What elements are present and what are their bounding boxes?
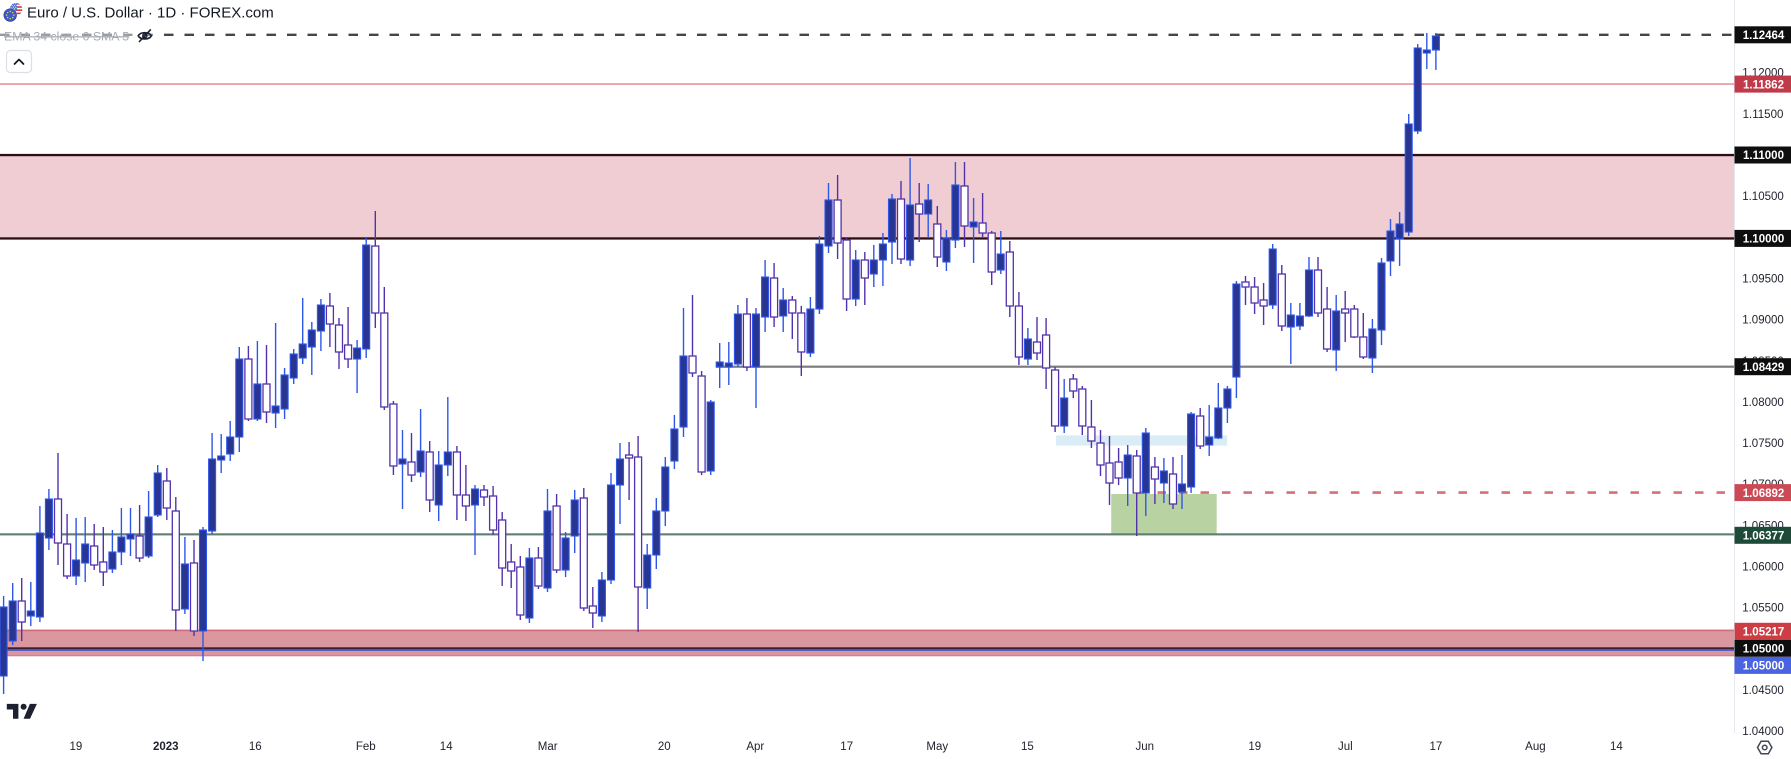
svg-text:1.09000: 1.09000 [1742, 315, 1784, 327]
svg-text:1.09500: 1.09500 [1742, 274, 1784, 286]
svg-text:16: 16 [249, 741, 262, 753]
svg-text:Jun: Jun [1136, 741, 1155, 753]
svg-text:14: 14 [1610, 741, 1623, 753]
svg-text:EMA 34 close 0 SMA 5: EMA 34 close 0 SMA 5 [4, 30, 129, 44]
svg-text:1.04500: 1.04500 [1742, 685, 1784, 697]
svg-text:1.05000: 1.05000 [1743, 644, 1785, 656]
svg-text:1.11500: 1.11500 [1743, 109, 1784, 121]
svg-text:1.06377: 1.06377 [1743, 531, 1785, 543]
svg-text:1.04000: 1.04000 [1742, 726, 1784, 738]
svg-text:19: 19 [1248, 741, 1261, 753]
svg-text:Jul: Jul [1338, 741, 1353, 753]
svg-text:17: 17 [1430, 741, 1443, 753]
svg-text:1.11000: 1.11000 [1743, 150, 1784, 162]
svg-text:1.06892: 1.06892 [1743, 488, 1785, 500]
svg-text:1.11862: 1.11862 [1743, 79, 1784, 91]
svg-text:1.08429: 1.08429 [1743, 362, 1785, 374]
svg-text:14: 14 [440, 741, 453, 753]
svg-text:1.05217: 1.05217 [1743, 627, 1785, 639]
svg-text:20: 20 [658, 741, 671, 753]
svg-text:1.08000: 1.08000 [1742, 397, 1784, 409]
svg-text:1.10000: 1.10000 [1743, 234, 1785, 246]
svg-text:15: 15 [1021, 741, 1034, 753]
svg-text:Euro / U.S. Dollar · 1D · FORE: Euro / U.S. Dollar · 1D · FOREX.com [27, 5, 274, 22]
svg-text:May: May [926, 741, 948, 753]
svg-text:Apr: Apr [746, 741, 764, 753]
svg-text:1.10500: 1.10500 [1742, 191, 1784, 203]
svg-text:19: 19 [70, 741, 83, 753]
svg-text:1.12464: 1.12464 [1743, 30, 1785, 42]
svg-text:1.06000: 1.06000 [1742, 562, 1784, 574]
svg-text:2023: 2023 [153, 741, 179, 753]
svg-text:1.07500: 1.07500 [1742, 438, 1784, 450]
svg-text:1.05000: 1.05000 [1743, 661, 1785, 673]
svg-text:Feb: Feb [356, 741, 376, 753]
svg-text:Aug: Aug [1525, 741, 1545, 753]
svg-text:Mar: Mar [538, 741, 558, 753]
svg-text:17: 17 [840, 741, 853, 753]
svg-text:1.05500: 1.05500 [1742, 603, 1784, 615]
